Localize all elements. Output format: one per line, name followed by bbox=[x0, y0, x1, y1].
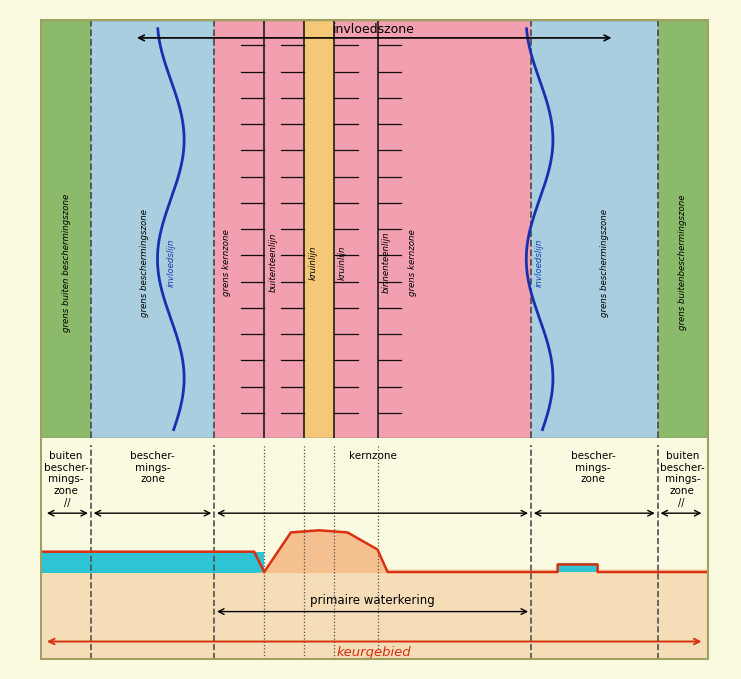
Text: bescher-
mings-
zone: bescher- mings- zone bbox=[571, 451, 615, 484]
Text: keurgebied: keurgebied bbox=[337, 646, 411, 659]
Text: kernzone: kernzone bbox=[349, 451, 397, 461]
Bar bbox=[658, 20, 708, 438]
Text: binnenteenlijn: binnenteenlijn bbox=[382, 232, 391, 293]
Bar bbox=[214, 20, 531, 438]
Text: kruinlijn: kruinlijn bbox=[338, 245, 347, 280]
Text: invloedszone: invloedszone bbox=[333, 23, 415, 36]
Text: buiten
bescher-
mings-
zone: buiten bescher- mings- zone bbox=[660, 451, 705, 496]
Text: grens buiten beschermingszone: grens buiten beschermingszone bbox=[62, 194, 70, 332]
Text: grens beschermingszone: grens beschermingszone bbox=[599, 208, 609, 316]
Text: bescher-
mings-
zone: bescher- mings- zone bbox=[130, 451, 175, 484]
Bar bbox=[91, 20, 214, 438]
Bar bbox=[41, 20, 91, 438]
Text: grens kernzone: grens kernzone bbox=[222, 230, 230, 296]
Text: buitenteenlijn: buitenteenlijn bbox=[268, 233, 277, 293]
Text: //: // bbox=[64, 498, 70, 508]
Text: grens kernzone: grens kernzone bbox=[408, 230, 417, 296]
Text: kruinlijn: kruinlijn bbox=[308, 245, 317, 280]
Bar bbox=[41, 569, 708, 659]
Text: grens beschermingszone: grens beschermingszone bbox=[139, 208, 149, 316]
Text: grens buitenbeschermingszone: grens buitenbeschermingszone bbox=[678, 195, 687, 330]
Text: invloedslijn: invloedslijn bbox=[535, 238, 544, 287]
Text: primaire waterkering: primaire waterkering bbox=[310, 594, 435, 607]
Bar bbox=[531, 20, 658, 438]
Text: invloedslijn: invloedslijn bbox=[166, 238, 176, 287]
Bar bbox=[41, 551, 265, 573]
Bar bbox=[558, 564, 598, 572]
Text: buiten
bescher-
mings-
zone: buiten bescher- mings- zone bbox=[44, 451, 88, 496]
Bar bbox=[305, 20, 334, 438]
Polygon shape bbox=[254, 530, 388, 573]
Text: //: // bbox=[678, 498, 684, 508]
